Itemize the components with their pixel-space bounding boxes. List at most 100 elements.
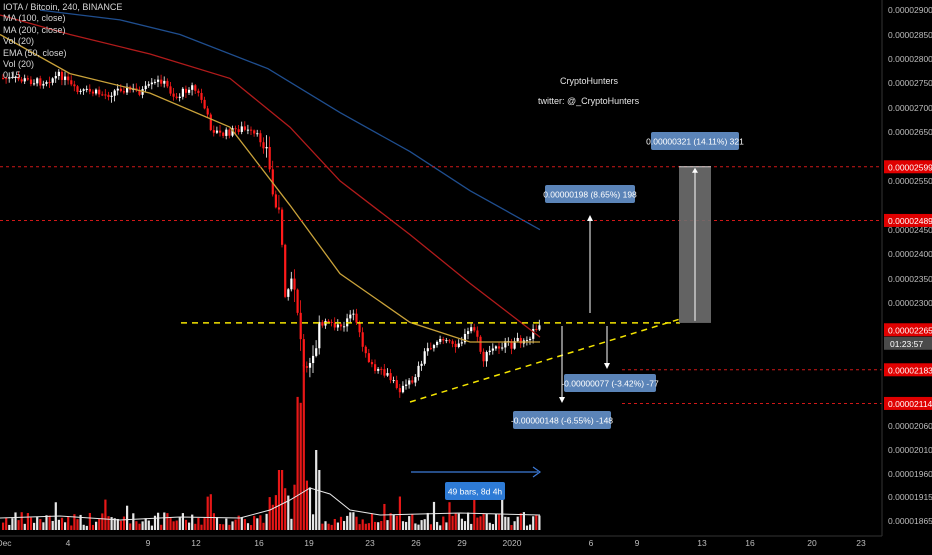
volume-bar [132, 513, 135, 530]
candle-body [352, 313, 355, 315]
volume-bar [463, 521, 467, 530]
candle-body [144, 85, 147, 90]
candle-body [411, 380, 414, 383]
volume-bar [308, 487, 312, 530]
volume-bar [519, 513, 522, 530]
candle-body [178, 96, 181, 98]
candle-body [494, 346, 498, 349]
volume-bar [429, 524, 432, 530]
volume-bar [380, 521, 383, 530]
volume-bar [39, 519, 42, 530]
time-tick-label: 9 [635, 538, 640, 548]
volume-bar [64, 522, 67, 530]
candle-body [70, 80, 73, 85]
volume-bar [60, 517, 64, 530]
volume-bar [95, 521, 98, 530]
candle-body [191, 85, 194, 90]
candle-body [76, 86, 79, 92]
volume-bar [274, 495, 277, 530]
volume-bar [175, 520, 178, 530]
volume-bar [439, 525, 442, 530]
countdown-label: 01:23:57 [890, 339, 923, 349]
candle-body [82, 89, 85, 91]
volume-bar [479, 516, 482, 530]
candle-body [293, 278, 296, 290]
volume-bar [33, 522, 36, 530]
time-tick-label: 9 [146, 538, 151, 548]
candle-body [423, 351, 426, 364]
candle-body [485, 352, 488, 362]
volume-bar [166, 513, 169, 530]
candle-body [225, 129, 228, 136]
volume-bar [330, 524, 333, 530]
volume-bar [70, 525, 73, 530]
volume-bar [234, 519, 237, 530]
volume-bar [259, 515, 262, 530]
rising-support-line [409, 318, 681, 403]
candle-body [98, 89, 101, 95]
time-tick-label: 16 [745, 538, 755, 548]
volume-bar [436, 521, 439, 530]
candle-body [163, 80, 166, 84]
candle-body [2, 78, 5, 79]
volume-bar [312, 514, 315, 530]
candle-body [141, 89, 144, 95]
candle-body [246, 129, 250, 131]
volume-bar [150, 525, 153, 530]
volume-bar [532, 516, 535, 530]
candle-body [380, 368, 383, 370]
volume-bar [116, 518, 119, 530]
volume-bar [219, 523, 222, 530]
price-tick-label: 0.00002350 [888, 274, 932, 284]
volume-bar [370, 513, 374, 530]
down-long-arrow-head [559, 397, 565, 403]
legend-vol: Vol (20) [3, 36, 35, 47]
credit-name: CryptoHunters [560, 76, 619, 86]
candle-body [228, 129, 231, 136]
volume-bar [262, 522, 265, 530]
volume-bar [522, 512, 525, 530]
volume-bar [448, 502, 451, 530]
volume-bar [88, 512, 91, 530]
candle-body [79, 90, 82, 92]
candle-body [243, 126, 246, 130]
candle-body [23, 78, 26, 82]
bars-range-label: 49 bars, 8d 4h [448, 487, 503, 497]
volume-bar [339, 516, 343, 530]
down-long-label-bg [513, 411, 611, 429]
volume-bar [250, 525, 253, 530]
volume-bar [101, 513, 104, 530]
volume-bar [417, 524, 420, 530]
candle-body [408, 380, 411, 385]
volume-bar [36, 516, 39, 530]
volume-bar [392, 514, 395, 530]
volume-bar [29, 517, 33, 530]
volume-bar [343, 521, 346, 530]
candle-body [219, 130, 222, 133]
candle-body [5, 78, 8, 80]
time-tick-label: 2020 [503, 538, 522, 548]
volume-bar [172, 521, 175, 530]
bars-range-label-bg [445, 482, 505, 500]
candle-body [259, 133, 262, 143]
volume-bar [82, 524, 85, 530]
candle-body [321, 322, 324, 326]
volume-bar [11, 518, 14, 530]
candle-body [95, 89, 98, 94]
volume-bar [358, 524, 361, 530]
price-tag-label: 0.00002489 [888, 216, 932, 226]
volume-bar [535, 514, 538, 530]
volume-bar [45, 515, 48, 530]
candle-body [57, 71, 60, 77]
candle-body [315, 348, 318, 356]
price-axis: 0.00002900 0.00002850 0.00002800 0.00002750… [881, 0, 932, 550]
candle-body [432, 345, 436, 349]
volume-bar [20, 512, 23, 530]
candle-body [395, 380, 398, 389]
candle-body [386, 373, 389, 376]
volume-bar [181, 513, 184, 530]
candle-body [473, 327, 476, 331]
candle-body [126, 86, 129, 93]
candle-body [401, 385, 405, 393]
